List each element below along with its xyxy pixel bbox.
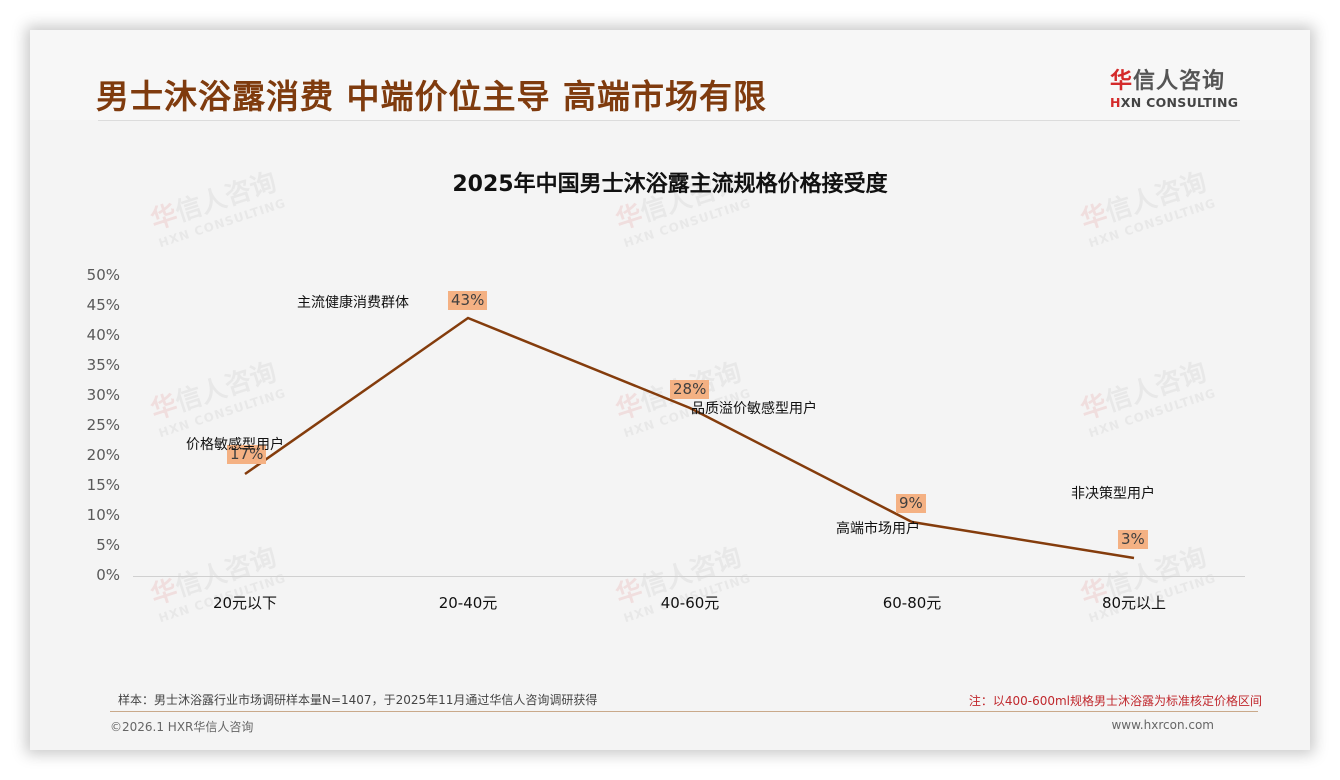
copyright: ©2026.1 HXR华信人咨询: [110, 720, 254, 734]
sample-note: 样本：男士沐浴露行业市场调研样本量N=1407，于2025年11月通过华信人咨询…: [118, 693, 598, 707]
y-tick-label: 30%: [86, 386, 120, 404]
segment-annotation: 品质溢价敏感型用户: [691, 401, 817, 417]
segment-annotation: 主流健康消费群体: [297, 295, 409, 311]
slide: 男士沐浴露消费 中端价位主导 高端市场有限 华信人咨询 HXN CONSULTI…: [30, 30, 1310, 750]
logo-en: HXN CONSULTING: [1110, 95, 1240, 110]
header-band: [30, 30, 1310, 120]
y-tick-label: 0%: [96, 566, 120, 584]
logo-cn: 华信人咨询: [1110, 63, 1240, 95]
x-tick-label: 40-60元: [660, 594, 720, 612]
logo-en-h: H: [1110, 95, 1121, 110]
chart-title: 2025年中国男士沐浴露主流规格价格接受度: [452, 172, 888, 197]
logo-hua-char: 华: [1110, 69, 1134, 94]
x-tick-label: 80元以上: [1101, 594, 1167, 612]
title-divider: [98, 120, 1240, 121]
logo-cn-rest: 信人咨询: [1133, 69, 1226, 94]
x-tick-label: 60-80元: [882, 594, 942, 612]
data-label: 3%: [1118, 530, 1148, 549]
y-tick-label: 5%: [96, 536, 120, 554]
data-label: 17%: [227, 445, 267, 464]
data-label: 28%: [670, 380, 710, 399]
logo-en-rest: XN CONSULTING: [1120, 95, 1239, 110]
y-tick-label: 35%: [86, 356, 120, 374]
x-axis-line: [133, 576, 1245, 577]
x-tick-label: 20-40元: [438, 594, 498, 612]
data-label: 9%: [896, 494, 926, 513]
line-series: [244, 316, 1135, 560]
y-tick-label: 40%: [86, 326, 120, 344]
segment-annotation: 高端市场用户: [836, 521, 920, 537]
y-tick-label: 20%: [86, 446, 120, 464]
data-label: 43%: [448, 291, 488, 310]
y-tick-label: 10%: [86, 506, 120, 524]
y-tick-label: 25%: [86, 416, 120, 434]
y-tick-label: 15%: [86, 476, 120, 494]
footer-divider: [110, 711, 1258, 712]
website: www.hxrcon.com: [1111, 718, 1214, 732]
y-tick-label: 45%: [86, 296, 120, 314]
x-tick-label: 20元以下: [212, 594, 278, 612]
company-logo: 华信人咨询 HXN CONSULTING: [1110, 63, 1240, 110]
price-note: 注：以400-600ml规格男士沐浴露为标准核定价格区间: [968, 694, 1262, 708]
page-title: 男士沐浴露消费 中端价位主导 高端市场有限: [96, 77, 767, 116]
y-tick-label: 50%: [86, 266, 120, 284]
segment-annotation: 非决策型用户: [1071, 486, 1155, 502]
segment-annotation: 价格敏感型用户: [186, 437, 284, 453]
